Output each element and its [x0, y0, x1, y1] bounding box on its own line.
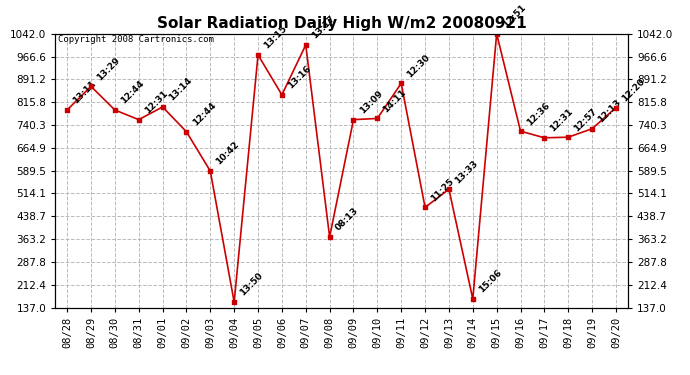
Text: 13:11: 13:11 — [71, 79, 98, 106]
Text: 13:33: 13:33 — [453, 159, 480, 185]
Text: 12:44: 12:44 — [190, 101, 217, 128]
Text: 13:29: 13:29 — [95, 56, 122, 82]
Text: 08:13: 08:13 — [334, 206, 360, 233]
Text: 12:31: 12:31 — [549, 107, 575, 134]
Text: 14:11: 14:11 — [382, 88, 408, 114]
Text: 12:44: 12:44 — [119, 79, 146, 106]
Point — [395, 80, 406, 86]
Text: 12:51: 12:51 — [501, 3, 527, 30]
Point — [228, 299, 239, 305]
Text: 12:57: 12:57 — [573, 106, 599, 133]
Point — [420, 204, 431, 210]
Text: 12:36: 12:36 — [524, 100, 551, 127]
Text: 13:50: 13:50 — [238, 272, 265, 298]
Text: 12:31: 12:31 — [143, 89, 170, 116]
Text: 13:09: 13:09 — [357, 89, 384, 116]
Point — [253, 52, 264, 58]
Text: 13:16: 13:16 — [286, 64, 313, 91]
Point — [324, 234, 335, 240]
Text: 12:30: 12:30 — [405, 53, 432, 79]
Text: 12:13: 12:13 — [596, 98, 623, 124]
Point — [539, 135, 550, 141]
Point — [133, 117, 144, 123]
Point — [109, 107, 120, 113]
Point — [444, 186, 455, 192]
Point — [277, 92, 288, 98]
Point — [205, 168, 216, 174]
Point — [348, 117, 359, 123]
Point — [491, 31, 502, 37]
Text: Copyright 2008 Cartronics.com: Copyright 2008 Cartronics.com — [58, 35, 214, 44]
Point — [467, 296, 478, 302]
Point — [61, 107, 72, 113]
Point — [300, 42, 311, 48]
Point — [157, 104, 168, 110]
Point — [586, 126, 598, 132]
Point — [515, 128, 526, 134]
Text: 13:14: 13:14 — [167, 76, 193, 103]
Text: 15:06: 15:06 — [477, 268, 504, 295]
Point — [181, 129, 192, 135]
Text: 10:42: 10:42 — [215, 140, 241, 167]
Point — [563, 134, 574, 140]
Text: 12:20: 12:20 — [620, 77, 647, 104]
Point — [372, 116, 383, 122]
Title: Solar Radiation Daily High W/m2 20080921: Solar Radiation Daily High W/m2 20080921 — [157, 16, 526, 31]
Text: 13:15: 13:15 — [262, 24, 289, 51]
Text: 13:17: 13:17 — [310, 14, 337, 41]
Point — [86, 83, 97, 89]
Point — [611, 105, 622, 111]
Text: 11:25: 11:25 — [429, 177, 456, 203]
